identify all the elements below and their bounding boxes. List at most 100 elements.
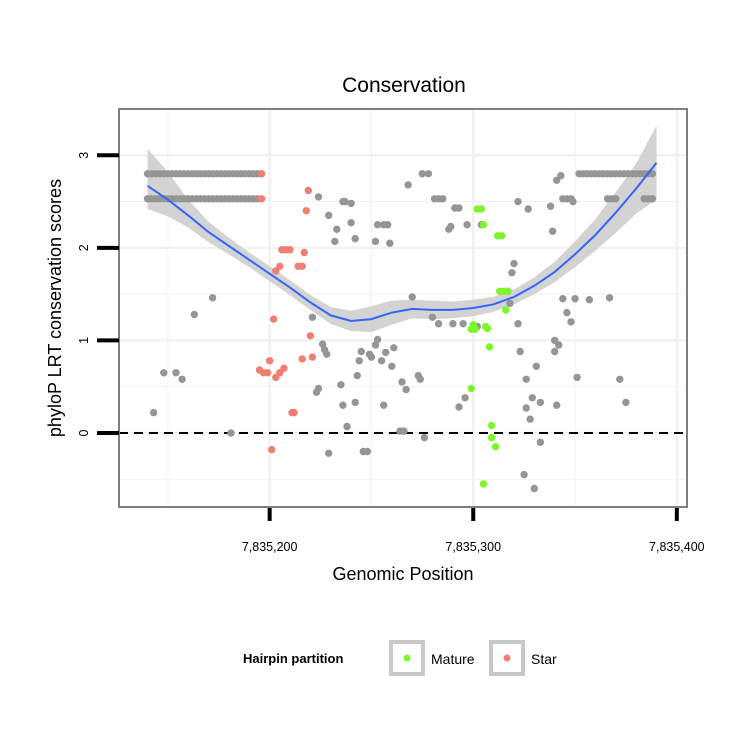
data-point [553,401,561,409]
x-tick-label: 7,835,300 [445,540,501,554]
y-tick-label: 0 [77,429,91,436]
y-tick-label: 1 [77,337,91,344]
data-point [178,375,186,383]
data-point-mature [479,221,488,229]
data-point [455,403,463,411]
data-point [559,295,567,303]
data-point-star [257,195,266,203]
data-point [331,237,339,246]
data-point [388,362,396,370]
data-point [506,299,514,308]
data-point [318,340,327,348]
data-point-star [302,207,310,215]
data-point [536,398,545,407]
data-point-mature [483,324,492,333]
data-point [363,447,372,456]
plot-border [118,108,688,508]
data-point-mature [485,343,494,351]
data-point [367,353,376,361]
data-point-mature [502,306,510,314]
data-point [390,344,398,352]
x-tick-label: 7,835,400 [649,540,705,554]
data-point [605,294,614,302]
data-point [528,394,536,402]
data-point-star [300,248,308,257]
data-point [347,199,355,208]
data-point-star [290,408,298,417]
data-point-star [257,170,266,178]
data-point [551,347,559,356]
legend-item-mature: Mature [389,640,475,676]
x-axis: 7,835,200 7,835,300 7,835,400 [242,508,705,554]
data-point-star [298,262,306,270]
y-tick-label: 2 [77,244,91,251]
data-point [514,320,522,328]
y-tick-label: 3 [77,152,91,159]
data-point-star [276,262,284,270]
data-point [314,384,323,393]
data-point [428,313,437,321]
data-point [567,318,575,326]
x-tick-label: 7,835,200 [242,540,298,554]
legend-label-mature: Mature [431,651,475,667]
data-point-star [270,315,278,323]
data-point [546,202,555,210]
data-point [514,197,522,206]
data-point [308,313,317,321]
legend-item-star: Star [489,640,557,676]
data-point-mature [477,205,486,213]
data-point [325,211,333,220]
y-axis: 0 1 2 3 [77,152,119,436]
data-point [516,347,524,356]
data-point [532,362,540,370]
legend-label-star: Star [531,651,557,667]
data-point [648,195,657,203]
data-point [424,170,433,178]
data-point [434,320,443,328]
data-point [333,225,341,233]
data-point-mature [487,433,496,442]
data-point [622,398,630,407]
data-point [314,193,323,201]
confidence-ribbon-layer [147,125,657,333]
data-point [227,429,235,437]
data-point-mature [498,232,506,240]
data-point-star [263,369,272,377]
data-point [341,197,349,206]
data-point-star [306,332,315,340]
data-point [439,195,447,203]
legend-dot-mature [403,654,411,662]
data-point [355,357,363,365]
data-point-mature [491,443,500,451]
data-point [418,170,426,178]
data-point [522,375,530,383]
data-point [530,484,538,493]
data-point [569,197,577,206]
data-point [648,170,657,178]
data-point [461,394,469,402]
data-point-mature [479,480,488,488]
data-point [449,320,457,328]
data-point-mature [467,384,475,393]
data-point [351,398,359,407]
data-point [510,259,518,268]
data-point-star [298,355,306,363]
data-point [555,341,563,349]
data-point [520,470,528,479]
data-point [402,385,410,394]
smooth-fit-line [146,162,658,323]
y-axis-title: phyloP LRT conservation scores [45,179,65,437]
data-point [323,350,331,358]
data-point [536,438,545,446]
data-point-mature [504,287,512,295]
data-point [337,381,345,389]
data-point [548,227,557,235]
data-point [351,234,359,243]
data-point-star [266,357,274,365]
data-point [455,204,463,212]
data-point-star [280,364,288,372]
legend: Hairpin partition Mature Star [243,640,557,676]
data-point [571,295,579,303]
data-point [382,348,390,357]
